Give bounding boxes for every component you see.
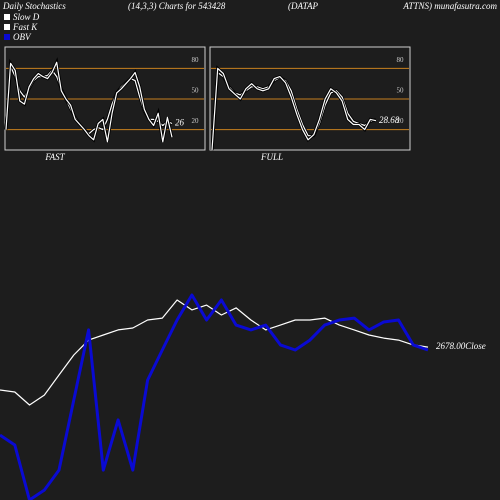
series-line [211, 71, 377, 151]
header-site: ATTNS) munafasutra.com [402, 1, 497, 11]
legend-swatch [4, 34, 10, 40]
header-params: (14,3,3) Charts for 543428 [128, 1, 226, 11]
series-line [0, 293, 429, 500]
value-label: 28.68 [379, 115, 400, 125]
series-line [5, 61, 173, 143]
close-label: 2678.00Close [436, 341, 486, 351]
legend-swatch [4, 14, 10, 20]
series-line [211, 67, 377, 151]
y-tick-label: 20 [397, 117, 405, 125]
legend: Slow D Fast K OBV [4, 12, 40, 42]
legend-label: OBV [13, 32, 32, 42]
y-tick-label: 80 [192, 56, 200, 64]
legend-label: Slow D [13, 12, 40, 22]
y-tick-label: 80 [397, 56, 405, 64]
y-tick-label: 20 [192, 117, 200, 125]
y-tick-label: 50 [192, 87, 200, 95]
panel-title: FAST [44, 152, 65, 162]
header-symbol: (DATAP [288, 1, 318, 11]
value-label: 26 [175, 118, 185, 128]
header-title: Daily Stochastics [2, 1, 66, 11]
panel-title: FULL [260, 152, 283, 162]
legend-label: Fast K [12, 22, 38, 32]
legend-swatch [4, 24, 10, 30]
y-tick-label: 50 [397, 87, 405, 95]
